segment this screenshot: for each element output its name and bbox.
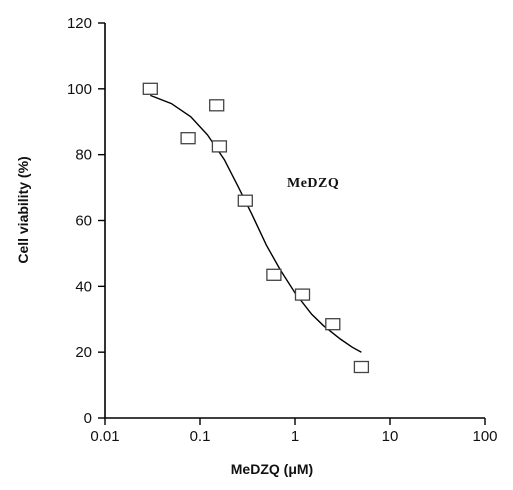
axes [104, 23, 485, 419]
data-points [142, 82, 370, 374]
y-axis-title: Cell viability (%) [15, 156, 31, 263]
data-point [142, 82, 158, 95]
x-axis-title: MeDZQ (μM) [231, 461, 313, 477]
y-tick-label: 60 [75, 213, 92, 230]
data-point [325, 318, 341, 331]
y-tick-label: 120 [67, 15, 92, 32]
data-point [266, 268, 282, 281]
y-tick-label: 0 [84, 410, 92, 427]
data-point [294, 288, 311, 301]
fit-curve [150, 94, 362, 353]
x-tick-label: 100 [472, 428, 497, 445]
series-annotation: MeDZQ [287, 176, 339, 191]
x-tick-label: 10 [382, 428, 399, 445]
y-axis-ticks: 0 20 40 60 80 100 120 [67, 15, 105, 427]
x-tick-label: 0.01 [90, 428, 119, 445]
data-point [237, 194, 253, 207]
data-point [211, 140, 228, 153]
x-axis-ticks: 0.01 0.1 1 10 100 [90, 418, 498, 445]
x-tick-label: 0.1 [190, 428, 211, 445]
x-tick-label: 1 [291, 428, 299, 445]
data-point [180, 132, 196, 145]
y-tick-label: 100 [67, 81, 92, 98]
y-tick-label: 40 [75, 278, 92, 295]
data-point [353, 360, 370, 374]
y-tick-label: 80 [75, 147, 92, 164]
y-tick-label: 20 [75, 344, 92, 361]
data-point [209, 99, 225, 112]
